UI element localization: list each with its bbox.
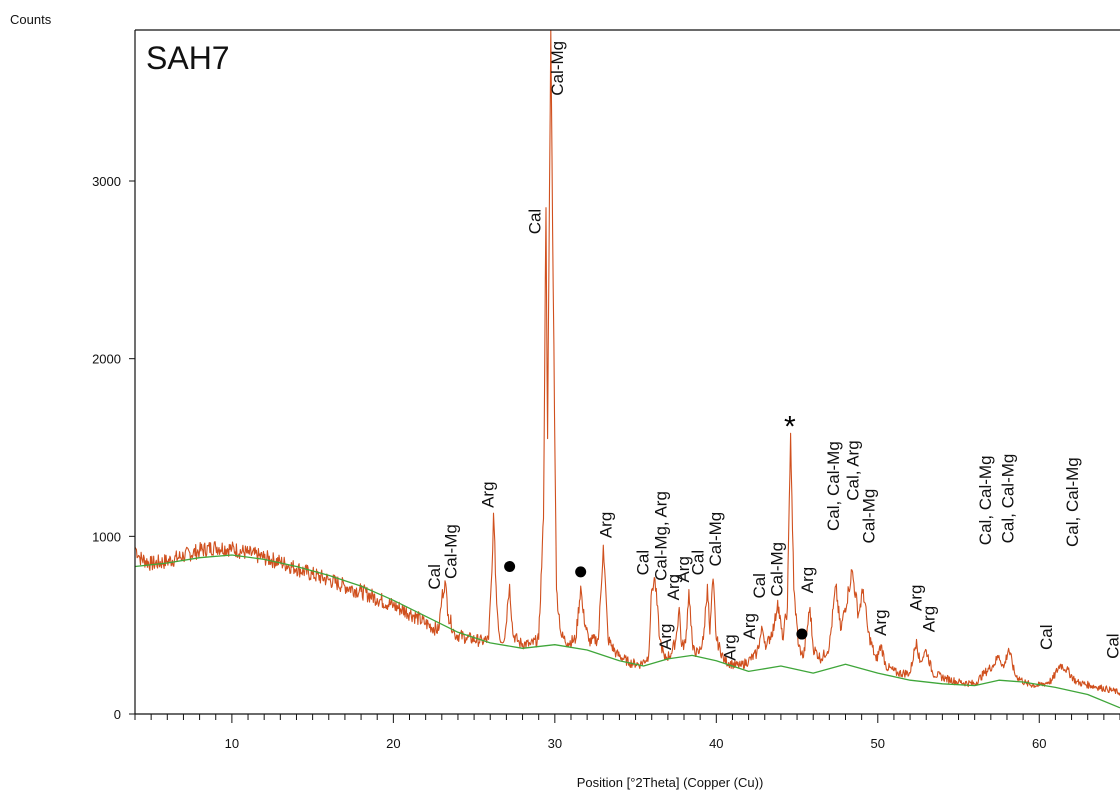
peak-label: Cal-Mg: [706, 512, 725, 567]
peak-label: Cal: [1037, 625, 1056, 651]
measured-pattern-line: [134, 29, 1120, 696]
phase-dot-marker: [504, 561, 516, 573]
series-layer: [134, 29, 1120, 709]
peak-label: Arg: [798, 567, 817, 593]
y-tick-label: 0: [114, 707, 121, 722]
peak-label: Cal, Cal-Mg: [976, 455, 995, 545]
peak-label: Arg: [871, 609, 890, 635]
peak-label: Cal: [750, 573, 769, 599]
y-tick-label: 3000: [92, 174, 121, 189]
x-tick-label: 10: [225, 736, 239, 751]
peak-label: Cal-Mg: [860, 489, 879, 544]
y-axis: 0 1000 2000 3000: [92, 174, 135, 722]
x-tick-label: 40: [709, 736, 723, 751]
peak-label: Cal: [425, 564, 444, 590]
peak-label: Arg: [664, 574, 683, 600]
peak-label: Arg: [740, 613, 759, 639]
peak-label: Cal, Cal-Mg: [998, 454, 1017, 544]
peak-label: Arg: [674, 556, 693, 582]
peak-label: Cal: [688, 550, 707, 576]
peak-label: Arg: [479, 481, 498, 507]
peak-label: Cal, Cal-Mg: [824, 441, 843, 531]
phase-dot-marker: [796, 628, 808, 640]
peak-label: Cal-Mg: [548, 41, 567, 96]
x-tick-label: 60: [1032, 736, 1046, 751]
background-pattern-line: [134, 554, 1120, 709]
peak-label: Cal-Mg: [768, 542, 787, 597]
x-tick-label: 50: [871, 736, 885, 751]
y-tick-label: 2000: [92, 352, 121, 367]
peak-label: Cal, Arg: [843, 440, 862, 500]
phase-dot-marker: [575, 566, 587, 578]
y-tick-label: 1000: [92, 529, 121, 544]
peak-label: Arg: [919, 606, 938, 632]
peak-label: Cal-Mg: [441, 524, 460, 579]
peak-label: Cal: [634, 550, 653, 576]
peak-label: Arg: [721, 634, 740, 660]
x-tick-label: 20: [386, 736, 400, 751]
x-axis: 10 20 30 40 50 60: [134, 714, 1120, 751]
peak-label: Cal, Cal-Mg: [1063, 457, 1082, 547]
peak-label: Arg: [906, 585, 925, 611]
marker-layer: *: [504, 411, 808, 640]
x-axis-title: Position [°2Theta] (Copper (Cu)): [577, 775, 764, 790]
peak-label: Cal: [1103, 633, 1120, 659]
x-tick-label: 30: [548, 736, 562, 751]
peak-label: Cal: [525, 209, 544, 235]
asterisk-marker: *: [784, 411, 796, 444]
sample-title: SAH7: [146, 40, 230, 76]
peak-label: Cal-Mg, Arg: [651, 491, 670, 581]
peak-label: Arg: [656, 624, 675, 650]
peak-label: Arg: [596, 512, 615, 538]
y-axis-title: Counts: [10, 12, 52, 27]
